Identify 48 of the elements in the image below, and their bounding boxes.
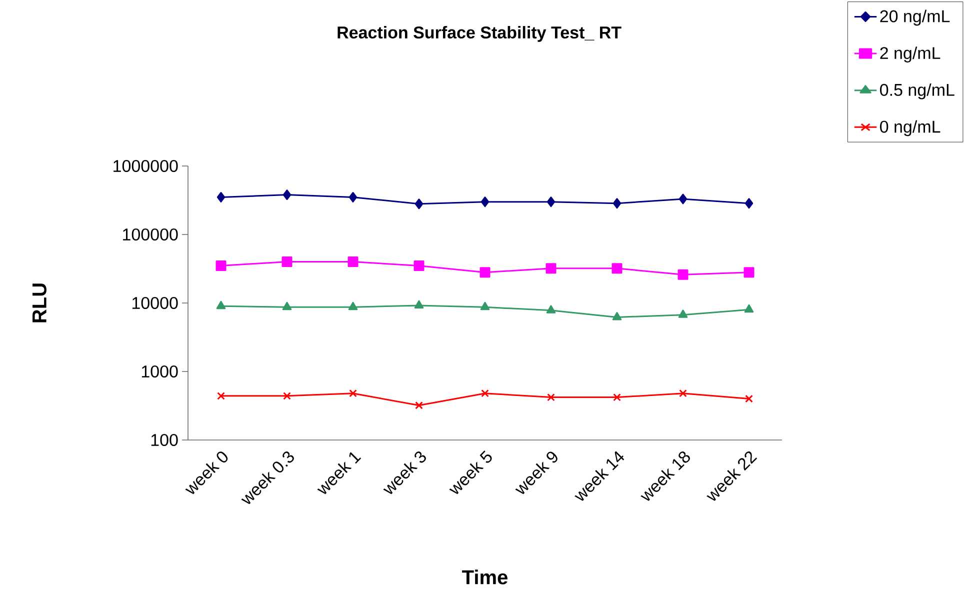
y-tick-label: 100000: [123, 228, 178, 241]
point: [612, 312, 622, 320]
point: [744, 304, 754, 313]
point: [678, 194, 688, 204]
point: [414, 300, 424, 308]
legend-label: 20 ng/mL: [880, 10, 950, 26]
point: [481, 389, 489, 398]
y-tick-label: 10000: [132, 296, 178, 310]
point: [282, 302, 292, 310]
point: [414, 198, 424, 210]
y-tick-label: 1000: [142, 365, 178, 378]
y-axis-title: RLU: [32, 284, 46, 322]
point: [348, 192, 358, 202]
legend-label: 0 ng/mL: [880, 120, 940, 136]
x-axis-title: Time: [462, 570, 508, 584]
point: [679, 389, 687, 398]
point: [546, 263, 556, 274]
point: [612, 263, 622, 274]
point: [745, 394, 753, 403]
point: [414, 260, 424, 271]
point: [612, 198, 622, 209]
point: [546, 305, 556, 314]
point: [216, 260, 226, 271]
point: [282, 256, 292, 268]
point: [613, 393, 621, 402]
chart-title: Reaction Surface Stability Test_ RT: [338, 26, 622, 42]
point: [678, 310, 688, 318]
point: [480, 196, 490, 208]
point: [348, 256, 358, 268]
point: [348, 302, 358, 310]
point: [744, 267, 754, 278]
point: [349, 389, 357, 398]
y-tick-label: 1000000: [114, 160, 178, 172]
legend-label: 0.5 ng/mL: [880, 83, 954, 100]
point: [216, 192, 226, 202]
point: [283, 392, 291, 400]
point: [216, 300, 226, 310]
point: [480, 302, 490, 310]
point: [744, 198, 754, 209]
point: [480, 267, 490, 278]
point: [678, 269, 688, 280]
point: [546, 196, 556, 208]
point: [282, 190, 292, 200]
point: [547, 393, 555, 402]
y-tick-label: 100: [151, 434, 178, 446]
legend-label: 2 ng/mL: [880, 46, 940, 62]
point: [217, 392, 225, 400]
point: [415, 401, 423, 410]
